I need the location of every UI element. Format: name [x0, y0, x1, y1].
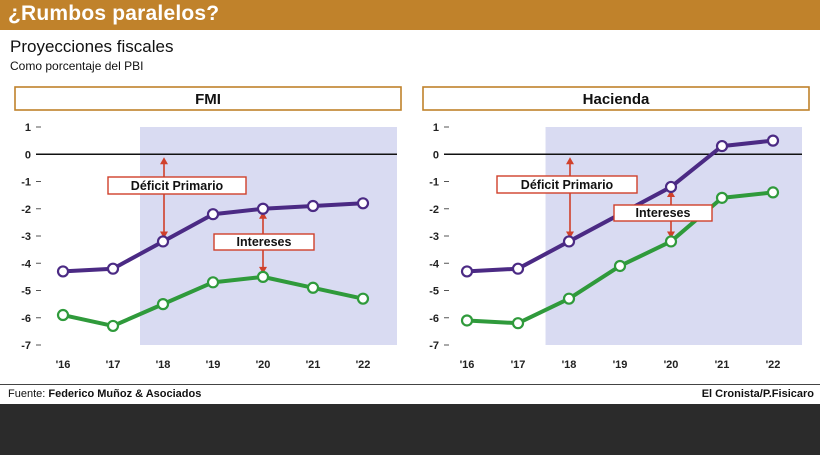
y-tick-label: -4 — [429, 258, 440, 270]
annotation-label: Intereses — [636, 206, 691, 220]
annotation-box — [613, 204, 713, 222]
annotation-arrow-head — [160, 231, 168, 239]
panel-title: Hacienda — [583, 91, 650, 108]
x-tick-label: '20 — [256, 359, 271, 371]
data-point-primario — [460, 265, 474, 278]
annotation-arrow-head — [667, 231, 675, 239]
unit-note: Como porcentaje del PBI — [10, 59, 144, 73]
chart-subtitle: Proyecciones fiscales — [10, 37, 174, 56]
annotation-arrow-head — [259, 211, 267, 219]
annotation-arrow-head — [160, 157, 168, 165]
projection-shade — [545, 127, 802, 345]
x-tick-label: '19 — [206, 359, 221, 371]
y-tick-label: -1 — [21, 177, 31, 189]
y-tick-label: -5 — [21, 286, 31, 298]
data-point-primario — [206, 208, 220, 221]
data-point-total — [56, 308, 70, 322]
data-point-primario — [562, 235, 576, 248]
x-tick-label: '17 — [106, 359, 121, 371]
data-point-total — [511, 317, 525, 330]
y-tick-label: -4 — [21, 258, 32, 270]
y-tick-label: 0 — [25, 149, 31, 161]
data-point-total — [206, 276, 220, 289]
data-point-total — [356, 292, 370, 305]
data-point-total — [460, 314, 474, 327]
y-tick-label: -6 — [21, 313, 31, 325]
data-point-total — [766, 186, 780, 199]
y-tick-label: 0 — [433, 149, 439, 161]
data-point-primario — [664, 180, 678, 194]
y-tick-label: -7 — [429, 340, 439, 352]
data-point-total — [562, 292, 576, 305]
source-label: Fuente: — [8, 388, 49, 400]
y-tick-label: -7 — [21, 340, 31, 352]
data-point-primario — [256, 202, 270, 215]
footer-divider — [0, 384, 820, 385]
data-point-total — [256, 270, 270, 283]
data-point-primario — [306, 199, 320, 213]
data-point-total — [664, 235, 678, 248]
y-tick-label: 1 — [433, 122, 439, 134]
page-title: ¿Rumbos paralelos? — [8, 2, 220, 25]
panel-header-box — [14, 86, 402, 111]
x-tick-label: '21 — [306, 359, 321, 371]
x-tick-label: '22 — [766, 359, 781, 371]
y-tick-label: 1 — [25, 122, 31, 134]
source-line: Fuente: Federico Muñoz & Asociados — [8, 388, 201, 400]
x-tick-label: '16 — [56, 359, 71, 371]
panel-title: FMI — [195, 91, 221, 108]
data-point-primario — [156, 235, 170, 248]
x-tick-label: '18 — [156, 359, 171, 371]
title-bar: ¿Rumbos paralelos? — [0, 0, 820, 30]
data-point-primario — [766, 134, 780, 147]
y-tick-label: -2 — [21, 204, 31, 216]
data-point-total — [715, 191, 729, 204]
y-tick-label: -1 — [429, 177, 439, 189]
data-point-primario — [356, 197, 370, 210]
data-point-primario — [715, 139, 729, 153]
data-point-primario — [511, 262, 525, 275]
y-tick-label: -6 — [429, 313, 439, 325]
y-tick-label: -3 — [429, 231, 439, 243]
annotation-arrow-head — [566, 157, 574, 165]
panel-header-box — [422, 86, 810, 111]
data-point-total — [106, 319, 120, 333]
data-point-total — [613, 259, 627, 273]
graphic-card: ¿Rumbos paralelos? Proyecciones fiscales… — [0, 0, 820, 404]
source-name: Federico Muñoz & Asociados — [48, 388, 202, 400]
annotation-label: Intereses — [237, 235, 292, 249]
chart-panel-hacienda: Hacienda 1 0 -1 -2 -3 -4 -5 -6 -7 '16 '17 '18 '19 '20 '… — [422, 86, 810, 371]
annotation-label: Déficit Primario — [131, 179, 224, 193]
charts-canvas: FMI 1 0 -1 -2 -3 -4 -5 -6 -7 '16 '17 '18 '19 '20 '21 '22… — [14, 86, 810, 371]
x-tick-label: '16 — [460, 359, 475, 371]
annotation-arrow-head — [667, 189, 675, 197]
data-point-total — [156, 298, 170, 311]
annotation-box — [107, 176, 247, 195]
x-tick-label: '17 — [511, 359, 526, 371]
x-tick-label: '21 — [715, 359, 730, 371]
x-tick-label: '18 — [562, 359, 577, 371]
annotation-box — [213, 233, 315, 251]
annotation-box — [496, 175, 638, 194]
y-tick-label: -2 — [429, 204, 439, 216]
data-point-primario — [56, 265, 70, 278]
data-point-primario — [106, 262, 120, 275]
annotation-arrow-head — [566, 231, 574, 239]
y-tick-label: -3 — [21, 231, 31, 243]
credit-line: El Cronista/P.Fisicaro — [701, 388, 814, 400]
annotation-arrow-head — [259, 266, 267, 274]
data-point-total — [306, 281, 320, 294]
x-tick-label: '20 — [664, 359, 679, 371]
x-tick-label: '22 — [356, 359, 371, 371]
annotation-label: Déficit Primario — [521, 178, 614, 192]
y-tick-label: -5 — [429, 286, 439, 298]
x-tick-label: '19 — [613, 359, 628, 371]
chart-panel-fmi: FMI 1 0 -1 -2 -3 -4 -5 -6 -7 '16 '17 '18 '19 '20 '21 '22… — [14, 86, 402, 371]
